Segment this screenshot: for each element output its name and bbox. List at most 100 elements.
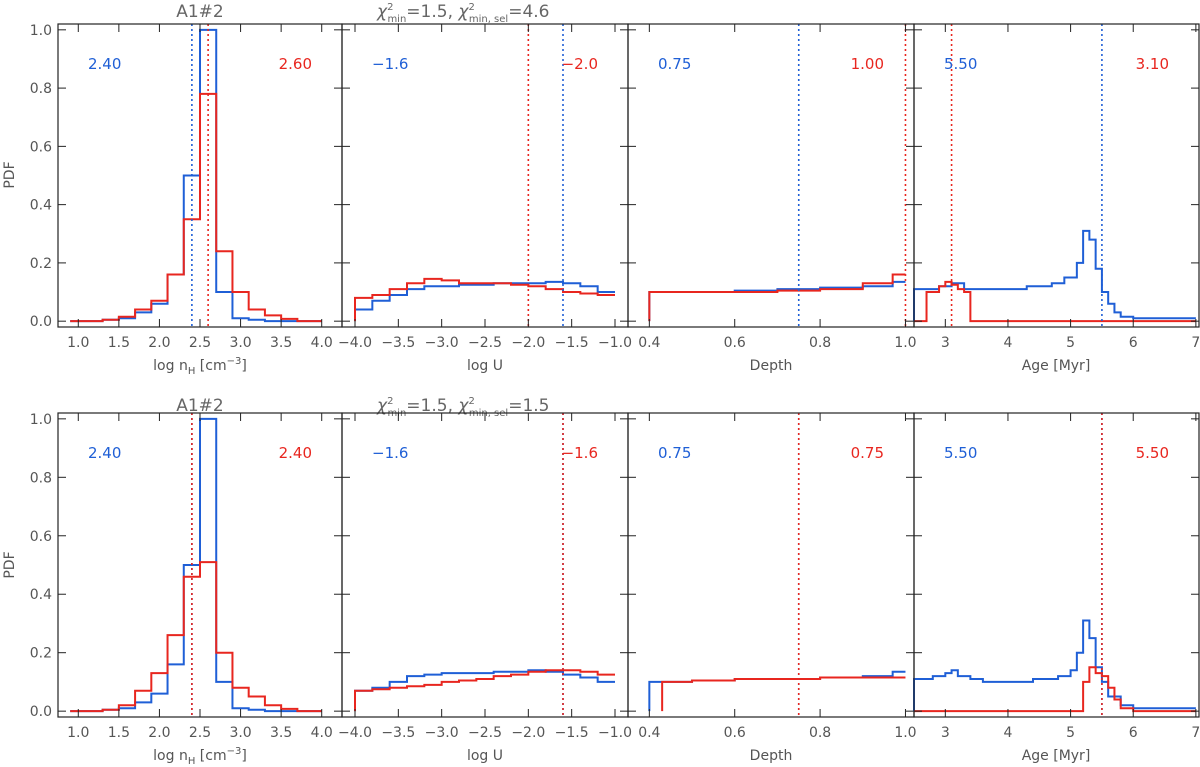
top-logu-xtick-label: −3.5 bbox=[381, 335, 415, 351]
top-age-red-value: 3.10 bbox=[1136, 55, 1169, 73]
bottom-logu-red-value: −1.6 bbox=[562, 444, 598, 462]
bottom-logu-xtick-label: −4.0 bbox=[338, 725, 372, 741]
top-nh-xtick-label: 2.0 bbox=[148, 335, 170, 351]
top-age-xtick-label: 3 bbox=[941, 335, 950, 351]
bottom-age-xtick-label: 4 bbox=[1003, 725, 1012, 741]
bottom-logu-xtick-label: −1.0 bbox=[598, 725, 632, 741]
bottom-depth-red-histogram bbox=[661, 676, 906, 712]
top-age-xtick-label: 6 bbox=[1129, 335, 1138, 351]
top-logu-xlabel: log U bbox=[467, 358, 503, 374]
panels: 0.0 0.2 0.4 0.6 0.8 1.0 1.0 1.5 2.0 2.5 3.0 3.5 4.0 2… bbox=[30, 23, 1200, 741]
bottom-nh-xtick-label: 4.0 bbox=[311, 725, 333, 741]
bottom-logu-blue-histogram bbox=[354, 669, 615, 712]
row-top-object-title: A1#2 bbox=[176, 2, 224, 22]
bottom-age-frame bbox=[913, 412, 1200, 718]
bottom-nh-ytick-label: 0.8 bbox=[30, 470, 52, 486]
row-bottom-chi-title: χ2 min=1.5, χ2 min, sel=1.5 bbox=[376, 396, 550, 419]
bottom-nh-blue-value: 2.40 bbox=[88, 444, 121, 462]
bottom-age-xtick-label: 3 bbox=[941, 725, 950, 741]
bottom-age-xlabel: Age [Myr] bbox=[1022, 748, 1091, 764]
top-nh-ytick-label: 0.8 bbox=[30, 81, 52, 97]
top-nh-ytick-label: 0.0 bbox=[30, 314, 52, 330]
top-logu-red-value: −2.0 bbox=[562, 55, 598, 73]
top-depth-xtick-label: 0.6 bbox=[724, 335, 746, 351]
bottom-logu-xtick-label: −2.5 bbox=[468, 725, 502, 741]
panel-bottom-depth: 0.4 0.6 0.8 1.0 0.75 0.75 bbox=[627, 412, 917, 741]
bottom-logu-xtick-label: −2.0 bbox=[511, 725, 545, 741]
bottom-age-red-histogram bbox=[914, 666, 1196, 713]
top-depth-blue-histogram bbox=[648, 280, 906, 322]
bottom-age-xtick-label: 7 bbox=[1191, 725, 1200, 741]
top-nh-xtick-label: 1.0 bbox=[67, 335, 89, 351]
top-logu-xtick-label: −4.0 bbox=[338, 335, 372, 351]
bottom-age-blue-value: 5.50 bbox=[944, 444, 977, 462]
top-logu-blue-value: −1.6 bbox=[372, 55, 408, 73]
bottom-nh-xtick-label: 3.0 bbox=[229, 725, 251, 741]
bottom-depth-xtick-label: 1.0 bbox=[894, 725, 916, 741]
top-logu-xtick-label: −3.0 bbox=[425, 335, 459, 351]
bottom-nh-ytick-label: 0.2 bbox=[30, 646, 52, 662]
top-depth-red-histogram bbox=[648, 273, 906, 322]
top-age-xtick-label: 4 bbox=[1003, 335, 1012, 351]
bottom-logu-xtick-label: −3.5 bbox=[381, 725, 415, 741]
top-age-xtick-label: 5 bbox=[1066, 335, 1075, 351]
row-bottom-object-title: A1#2 bbox=[176, 396, 224, 416]
panel-bottom-nh: 0.0 0.2 0.4 0.6 0.8 1.0 1.0 1.5 2.0 2.5 3.0 3.5 4.0 2… bbox=[30, 412, 343, 741]
panel-top-logu: −4.0 −3.5 −3.0 −2.5 −2.0 −1.5 −1.0 −1.6 −2.0 bbox=[338, 23, 632, 351]
row-bottom-ylabel: PDF bbox=[2, 551, 18, 578]
bottom-logu-xtick-label: −1.5 bbox=[555, 725, 589, 741]
panel-top-nh: 0.0 0.2 0.4 0.6 0.8 1.0 1.0 1.5 2.0 2.5 3.0 3.5 4.0 2… bbox=[30, 23, 343, 351]
bottom-nh-blue-histogram bbox=[70, 417, 322, 713]
bottom-nh-red-value: 2.40 bbox=[279, 444, 312, 462]
top-age-red-histogram bbox=[914, 280, 1196, 323]
top-depth-red-value: 1.00 bbox=[851, 55, 884, 73]
bottom-nh-ytick-label: 0.4 bbox=[30, 587, 52, 603]
top-nh-ytick-label: 1.0 bbox=[30, 23, 52, 39]
panel-top-age: 3 4 5 6 7 5.50 3.10 bbox=[913, 23, 1200, 351]
bottom-depth-xtick-label: 0.8 bbox=[809, 725, 831, 741]
top-logu-xtick-label: −2.5 bbox=[468, 335, 502, 351]
bottom-nh-xtick-label: 2.5 bbox=[189, 725, 211, 741]
panel-bottom-logu: −4.0 −3.5 −3.0 −2.5 −2.0 −1.5 −1.0 −1.6 −1.6 bbox=[338, 412, 632, 741]
bottom-age-xtick-label: 6 bbox=[1129, 725, 1138, 741]
top-logu-blue-histogram bbox=[354, 280, 615, 322]
top-logu-xtick-label: −2.0 bbox=[511, 335, 545, 351]
bottom-depth-xlabel: Depth bbox=[750, 748, 793, 764]
bottom-depth-red-value: 0.75 bbox=[851, 444, 884, 462]
top-nh-xtick-label: 2.5 bbox=[189, 335, 211, 351]
bottom-logu-xtick-label: −3.0 bbox=[425, 725, 459, 741]
top-nh-ytick-label: 0.6 bbox=[30, 139, 52, 155]
top-age-blue-histogram bbox=[913, 229, 1196, 322]
bottom-nh-ytick-label: 0.0 bbox=[30, 704, 52, 720]
top-nh-xtick-label: 4.0 bbox=[311, 335, 333, 351]
bottom-nh-xtick-label: 1.0 bbox=[67, 725, 89, 741]
top-depth-blue-value: 0.75 bbox=[658, 55, 691, 73]
bottom-depth-xtick-label: 0.6 bbox=[724, 725, 746, 741]
top-depth-xlabel: Depth bbox=[750, 358, 793, 374]
top-age-xlabel: Age [Myr] bbox=[1022, 358, 1091, 374]
bottom-logu-blue-value: −1.6 bbox=[372, 444, 408, 462]
row-top-chi-title: χ2 min=1.5, χ2 min, sel=4.6 bbox=[376, 2, 550, 25]
top-nh-ytick-label: 0.2 bbox=[30, 256, 52, 272]
top-nh-blue-value: 2.40 bbox=[88, 55, 121, 73]
bottom-depth-xtick-label: 0.4 bbox=[638, 725, 660, 741]
bottom-age-blue-histogram bbox=[913, 619, 1196, 712]
row-top-ylabel: PDF bbox=[2, 161, 18, 188]
bottom-nh-red-histogram bbox=[70, 561, 322, 713]
top-age-blue-value: 5.50 bbox=[944, 55, 977, 73]
panel-bottom-age: 3 4 5 6 7 5.50 5.50 bbox=[913, 412, 1200, 741]
top-nh-red-histogram bbox=[70, 92, 322, 323]
top-age-xtick-label: 7 bbox=[1191, 335, 1200, 351]
top-nh-xtick-label: 3.0 bbox=[229, 335, 251, 351]
top-logu-xtick-label: −1.0 bbox=[598, 335, 632, 351]
bottom-depth-blue-value: 0.75 bbox=[658, 444, 691, 462]
top-depth-xtick-label: 0.4 bbox=[638, 335, 660, 351]
bottom-nh-xlabel: log nH [cm−3] bbox=[153, 746, 247, 767]
bottom-nh-xtick-label: 3.5 bbox=[270, 725, 292, 741]
top-age-frame bbox=[913, 23, 1200, 328]
top-nh-blue-histogram bbox=[70, 28, 322, 323]
panel-top-depth: 0.4 0.6 0.8 1.0 0.75 1.00 bbox=[627, 23, 917, 351]
bottom-age-red-value: 5.50 bbox=[1136, 444, 1169, 462]
